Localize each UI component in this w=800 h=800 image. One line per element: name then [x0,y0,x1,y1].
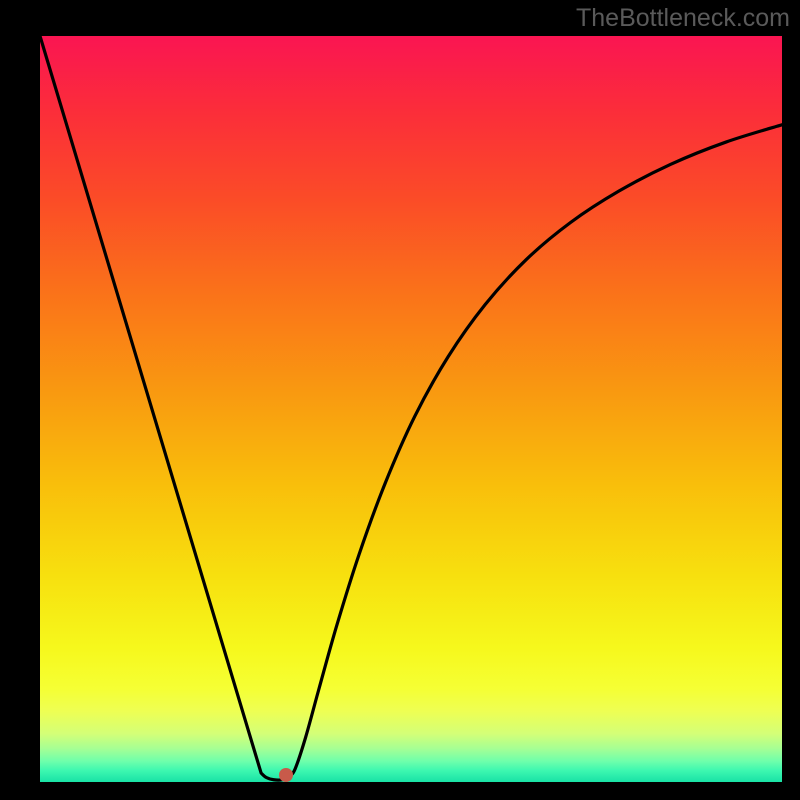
chart-stage: TheBottleneck.com [0,0,800,800]
watermark-text: TheBottleneck.com [576,4,790,33]
plot-area [40,36,782,782]
curve-path [40,36,782,780]
bottleneck-curve [40,36,782,782]
optimum-marker [279,768,293,782]
